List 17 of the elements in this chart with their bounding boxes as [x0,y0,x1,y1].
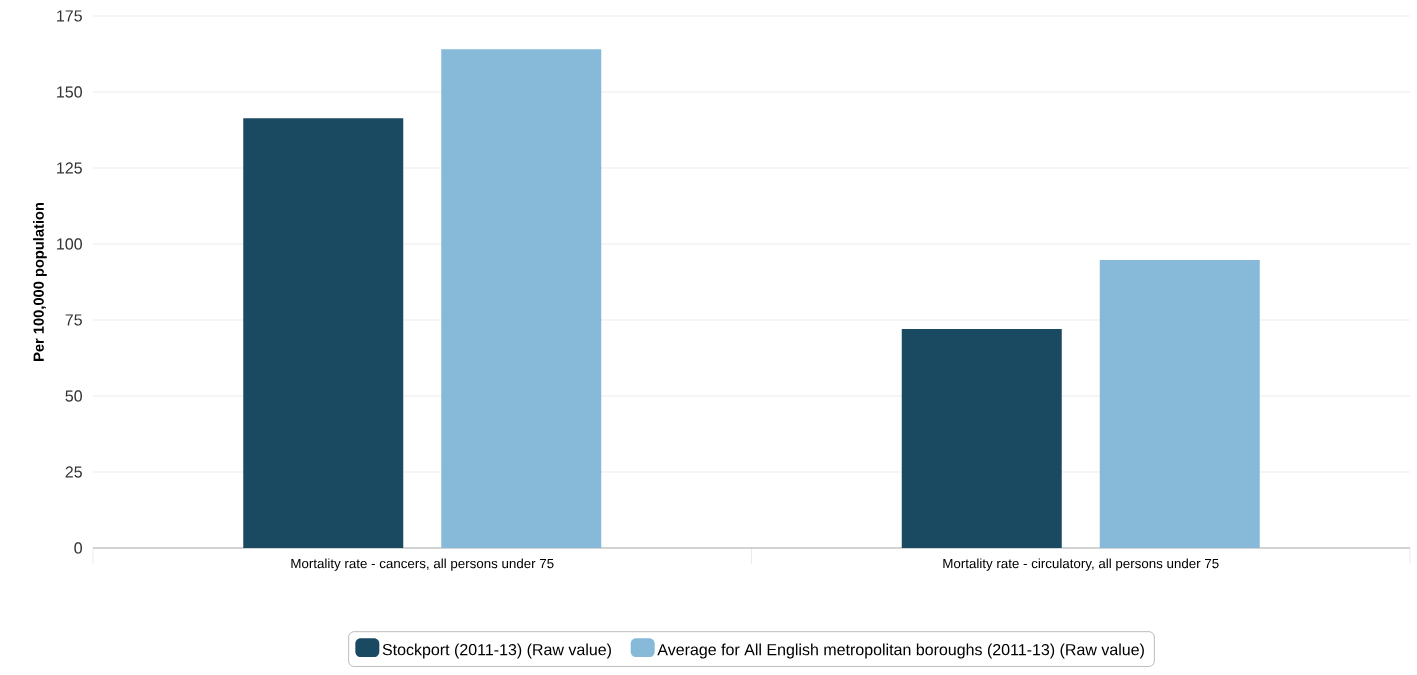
y-tick-label: 25 [65,466,82,478]
legend-label: Average for All English metropolitan boroughs (2011-13) (Raw value) [657,643,1144,659]
x-tick-label: Mortality rate - cancers, all persons under 75 [291,558,554,571]
y-tick-label: 125 [57,162,82,174]
y-tick-label: 150 [57,86,82,98]
y-tick-label: 75 [65,314,82,326]
bar [243,118,404,548]
legend-label: Stockport (2011-13) (Raw value) [382,643,611,659]
y-tick-label: 0 [74,542,82,554]
x-tick-label: Mortality rate - circulatory, all persons under 75 [943,558,1219,571]
bar [441,49,602,548]
y-tick-label: 175 [57,10,82,22]
y-tick-label: 50 [65,390,82,402]
bar [901,329,1062,548]
y-axis-title: Per 100,000 population [33,203,47,361]
y-tick-label: 100 [57,238,82,250]
bar [1099,260,1260,548]
